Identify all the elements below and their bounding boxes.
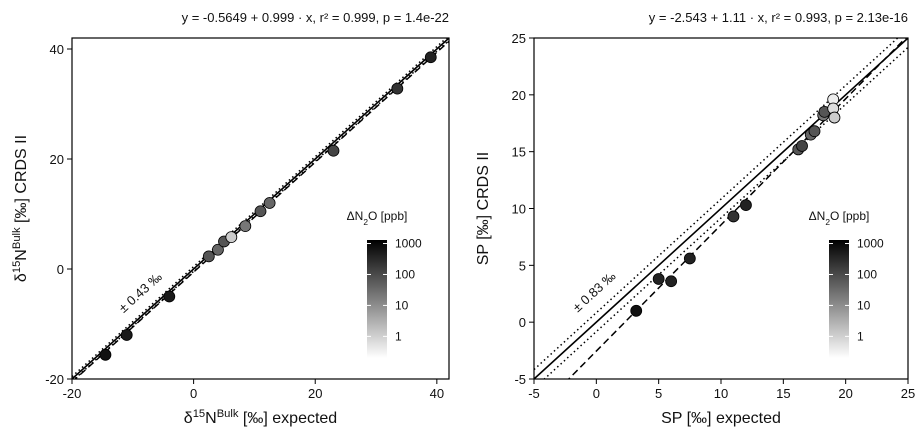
label-part: δ bbox=[184, 410, 193, 427]
y-tick-label: 20 bbox=[50, 152, 64, 167]
tolerance-line bbox=[534, 38, 899, 371]
x-tick-label: 5 bbox=[655, 386, 662, 401]
point bbox=[740, 199, 752, 211]
point bbox=[630, 304, 643, 317]
x-tick-label: 25 bbox=[901, 386, 915, 401]
y-tick-label: 25 bbox=[512, 31, 526, 46]
y-tick-label: 40 bbox=[50, 42, 64, 57]
point bbox=[212, 243, 224, 256]
colorbar bbox=[829, 240, 849, 358]
colorbar-label: ΔN2O [ppb] bbox=[809, 209, 870, 227]
chart-title: y = -0.5649 + 0.999 · x, r² = 0.999, p =… bbox=[182, 10, 449, 25]
label-part: δ bbox=[13, 273, 30, 282]
label-part: 2 bbox=[363, 217, 368, 227]
label-part: 2 bbox=[825, 217, 830, 227]
x-tick-label: 10 bbox=[714, 386, 728, 401]
y-tick-label: 0 bbox=[519, 315, 526, 330]
x-tick-label: 40 bbox=[430, 386, 444, 401]
point bbox=[424, 51, 437, 64]
label-part: O [ppb] bbox=[830, 209, 869, 223]
point bbox=[727, 210, 740, 223]
point bbox=[391, 82, 404, 95]
colorbar bbox=[367, 240, 387, 358]
label-part: [‰] CRDS II bbox=[13, 135, 30, 227]
colorbar-tick-label: 1000 bbox=[395, 237, 422, 251]
label-part: ΔN bbox=[347, 209, 364, 223]
point bbox=[665, 275, 678, 288]
y-axis-label: δ15NBulk [‰] CRDS II bbox=[11, 135, 30, 282]
x-tick-label: -20 bbox=[63, 386, 82, 401]
point bbox=[163, 290, 176, 303]
label-part: Bulk bbox=[217, 408, 239, 420]
label-part: O [ppb] bbox=[368, 209, 407, 223]
y-tick-label: 20 bbox=[512, 88, 526, 103]
y-tick-label: -20 bbox=[45, 372, 64, 387]
lines bbox=[534, 38, 908, 379]
plot-frame bbox=[533, 37, 909, 380]
label-part: SP [‰] CRDS II bbox=[475, 152, 492, 266]
point bbox=[327, 144, 340, 157]
colorbar-tick-label: 10 bbox=[857, 298, 871, 312]
identity-line bbox=[534, 38, 908, 379]
tolerance-line bbox=[72, 38, 448, 378]
plot-frame bbox=[71, 37, 450, 380]
colorbar-tick-label: 100 bbox=[395, 267, 415, 281]
point bbox=[683, 252, 696, 265]
x-tick-label: 20 bbox=[838, 386, 852, 401]
x-tick-label: 0 bbox=[593, 386, 600, 401]
point bbox=[263, 197, 276, 209]
point bbox=[120, 329, 133, 341]
label-part: N bbox=[205, 410, 217, 427]
x-tick-label: 15 bbox=[776, 386, 790, 401]
y-tick-label: 10 bbox=[512, 202, 526, 217]
x-axis-label: δ15NBulk [‰] expected bbox=[184, 408, 337, 427]
label-part: 15 bbox=[11, 261, 23, 273]
colorbar-tick-label: 10 bbox=[395, 298, 409, 312]
x-tick-label: 0 bbox=[190, 386, 197, 401]
x-axis-label: SP [‰] expected bbox=[661, 410, 781, 427]
label-part: ΔN bbox=[809, 209, 826, 223]
colorbar-tick-label: 1 bbox=[395, 329, 402, 343]
fit-line bbox=[567, 38, 907, 379]
label-part: 15 bbox=[193, 408, 205, 420]
point bbox=[808, 125, 821, 138]
point bbox=[254, 205, 267, 218]
label-part: Bulk bbox=[11, 227, 23, 249]
colorbar-label: ΔN2O [ppb] bbox=[347, 209, 408, 227]
point bbox=[828, 111, 841, 124]
y-tick-label: 0 bbox=[57, 262, 64, 277]
label-part: [‰] expected bbox=[238, 410, 337, 427]
y-tick-label: 15 bbox=[512, 145, 526, 160]
colorbar-tick-label: 100 bbox=[857, 267, 877, 281]
y-axis-label: SP [‰] CRDS II bbox=[475, 152, 492, 266]
colorbar-tick-label: 1000 bbox=[857, 237, 884, 251]
point bbox=[239, 220, 252, 233]
point bbox=[796, 140, 808, 152]
point bbox=[652, 273, 665, 285]
chart-title: y = -2.543 + 1.11 · x, r² = 0.993, p = 2… bbox=[649, 10, 908, 25]
point bbox=[99, 348, 112, 361]
y-tick-label: -5 bbox=[514, 372, 526, 387]
point bbox=[225, 231, 238, 244]
x-tick-label: -5 bbox=[528, 386, 540, 401]
colorbar-tick-label: 1 bbox=[857, 329, 864, 343]
y-tick-label: 5 bbox=[519, 258, 526, 273]
band-label: ± 0.43 ‰ bbox=[116, 269, 165, 315]
label-part: N bbox=[13, 249, 30, 261]
label-part: SP [‰] expected bbox=[661, 410, 781, 427]
tolerance-line bbox=[543, 46, 908, 379]
point bbox=[202, 250, 215, 263]
x-tick-label: 20 bbox=[308, 386, 322, 401]
